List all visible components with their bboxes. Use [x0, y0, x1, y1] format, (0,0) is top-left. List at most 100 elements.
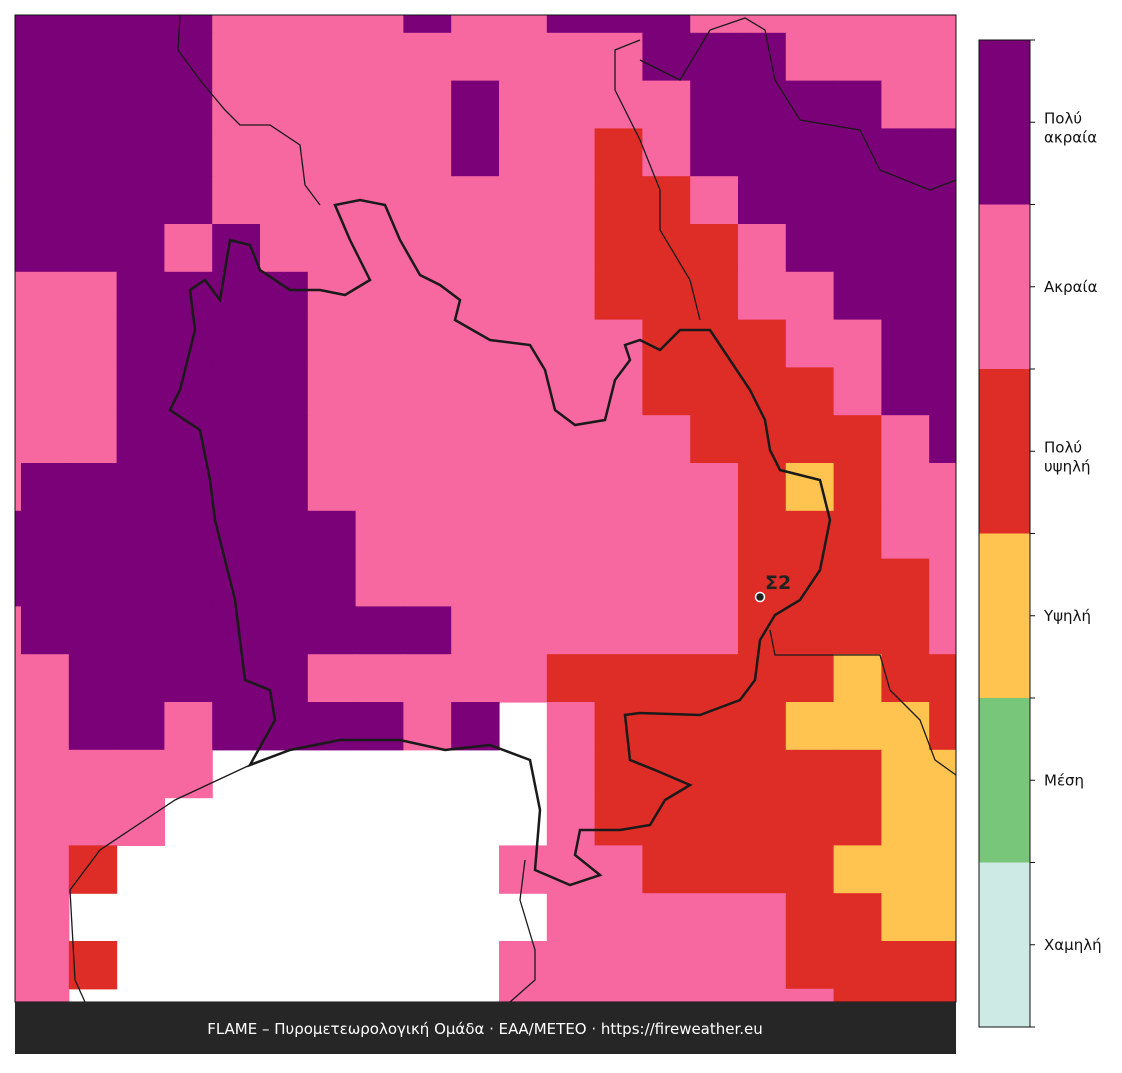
grid-cell [451, 463, 500, 512]
grid-cell [785, 654, 835, 703]
grid-cell [212, 319, 261, 368]
grid-cell [260, 606, 309, 655]
grid-cell [403, 319, 452, 368]
grid-cell [355, 415, 404, 464]
grid-cell [594, 415, 643, 464]
grid-cell [499, 176, 548, 225]
grid-cell [833, 606, 882, 655]
grid-cell [881, 128, 930, 177]
grid-cell [21, 15, 70, 34]
grid-cell [116, 80, 165, 129]
grid-cell [833, 893, 882, 942]
grid-cell [690, 271, 739, 321]
grid-cell [929, 224, 956, 273]
colorbar-label: Πολύ ακραία [1044, 109, 1097, 146]
grid-cell [15, 845, 22, 894]
grid-cell [403, 80, 452, 129]
grid-cell [738, 415, 787, 464]
grid-cell [546, 893, 596, 942]
grid-cell [164, 510, 213, 560]
grid-cell [929, 510, 956, 560]
grid-cell [642, 415, 691, 464]
grid-cell [785, 32, 835, 82]
grid-cell [833, 32, 882, 82]
grid-cell [690, 15, 739, 34]
colorbar-label: Μέση [1044, 771, 1084, 789]
grid-cell [738, 15, 787, 34]
grid-cell [833, 415, 882, 464]
grid-cell [546, 510, 596, 560]
grid-cell [642, 893, 691, 942]
grid-cell [451, 176, 500, 225]
grid-cell [21, 224, 70, 273]
colorbar-segment [979, 862, 1030, 1027]
station-label: Σ2 [765, 572, 791, 594]
grid-cell [68, 319, 118, 368]
grid-cell [929, 797, 956, 846]
grid-cell [642, 463, 691, 512]
grid-cell [690, 606, 739, 655]
grid-cell [881, 845, 930, 894]
grid-cell [546, 988, 596, 1002]
grid-cell [451, 15, 500, 34]
grid-cell [594, 271, 643, 321]
grid-cell [116, 367, 165, 416]
grid-cell [785, 702, 835, 751]
grid-cell [642, 797, 691, 846]
grid-cell [833, 463, 882, 512]
grid-cell [881, 271, 930, 321]
grid-cell [546, 606, 596, 655]
grid-cell [546, 463, 596, 512]
grid-cell [21, 988, 70, 1002]
grid-cell [116, 797, 165, 846]
grid-cell [451, 654, 500, 703]
grid-cell [785, 80, 835, 129]
grid-cell [690, 80, 739, 129]
grid-cell [15, 32, 22, 82]
grid-cell [785, 271, 835, 321]
grid-cell [21, 654, 70, 703]
grid-cell [260, 415, 309, 464]
grid-cell [212, 224, 261, 273]
grid-cell [499, 32, 548, 82]
grid-cell [546, 845, 596, 894]
grid-cell [355, 510, 404, 560]
grid-cell [690, 797, 739, 846]
grid-cell [451, 80, 500, 129]
grid-cell [499, 15, 548, 34]
grid-cell [355, 463, 404, 512]
grid-cell [929, 32, 956, 82]
grid-cell [738, 845, 787, 894]
grid-cell [307, 32, 357, 82]
grid-cell [260, 558, 309, 607]
grid-cell [594, 749, 643, 799]
grid-cell [21, 176, 70, 225]
grid-cell [690, 845, 739, 894]
grid-cell [738, 749, 787, 799]
grid-cell [881, 176, 930, 225]
grid-cell [68, 176, 118, 225]
grid-cell [690, 463, 739, 512]
grid-cell [68, 32, 118, 82]
grid-cell [15, 367, 22, 416]
grid-cell [881, 463, 930, 512]
grid-cell [116, 415, 165, 464]
grid-cell [929, 558, 956, 607]
colorbar-frame [978, 39, 1031, 1028]
grid-cell [499, 271, 548, 321]
grid-cell [546, 128, 596, 177]
grid-cell [546, 941, 596, 990]
grid-cell [499, 606, 548, 655]
grid-cell [403, 15, 452, 34]
grid-cell [833, 558, 882, 607]
grid-cell [929, 15, 956, 34]
grid-cell [307, 128, 357, 177]
grid-cell [355, 702, 404, 751]
grid-cell [738, 176, 787, 225]
grid-cell [15, 606, 22, 655]
grid-cell [690, 749, 739, 799]
grid-cell [738, 367, 787, 416]
grid-cell [642, 15, 691, 34]
grid-cell [403, 367, 452, 416]
